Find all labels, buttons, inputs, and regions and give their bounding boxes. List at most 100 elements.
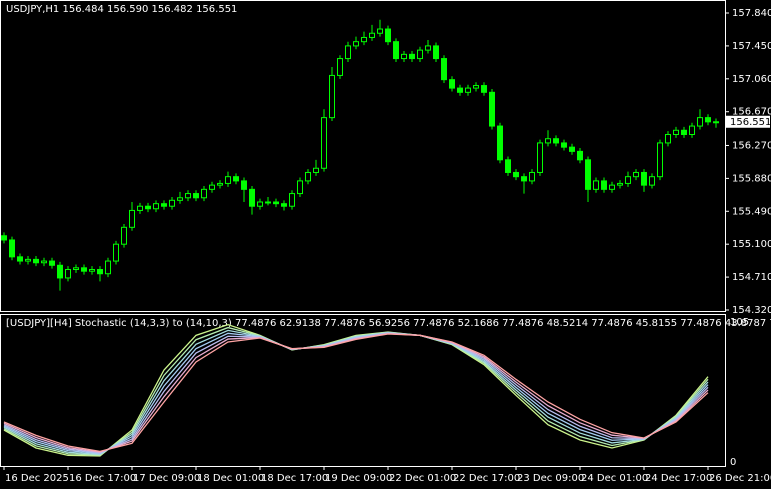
y-tick-label: 105 (730, 317, 749, 328)
candle-body (529, 171, 535, 182)
candle-body (521, 176, 527, 182)
x-tick-label: 22 Dec 01:00 (389, 473, 456, 484)
y-tick-label: 156.670 (732, 107, 771, 118)
candle-body (713, 121, 719, 124)
stochastic-line (3, 326, 709, 456)
y-tick-label: 155.100 (732, 239, 771, 250)
candle-body (337, 58, 343, 76)
candle-body (577, 150, 583, 161)
candle-body (41, 260, 47, 264)
y-tick-label: 156.270 (732, 140, 771, 151)
y-tick-label: 154.710 (732, 272, 771, 283)
candle-body (177, 197, 183, 201)
candle-body (57, 264, 63, 279)
candle-body (193, 193, 199, 199)
x-tick-label: 23 Dec 09:00 (517, 473, 584, 484)
candle-body (185, 193, 191, 199)
candle-body (385, 28, 391, 43)
candle-body (449, 79, 455, 89)
last-price-label: 156.551 (730, 117, 771, 128)
candle-body (433, 45, 439, 60)
candle-body (705, 117, 711, 123)
candle-body (305, 171, 311, 182)
candle-body (617, 182, 623, 186)
candle-body (49, 260, 55, 266)
candle-body (33, 258, 39, 264)
x-tick-label: 17 Dec 09:00 (133, 473, 200, 484)
candle-body (641, 171, 647, 186)
stochastic-line (3, 333, 709, 452)
candle-body (457, 87, 463, 93)
candle-body (497, 125, 503, 161)
x-tick-label: 19 Dec 09:00 (325, 473, 392, 484)
indicator-title: [USDJPY][H4] Stochastic (14,3,3) to (14,… (6, 318, 771, 329)
candle-body (649, 176, 655, 186)
candle-body (89, 269, 95, 272)
candle-body (633, 171, 639, 178)
candle-body (489, 91, 495, 127)
candle-body (465, 87, 471, 93)
candle-body (281, 203, 287, 207)
candle-body (249, 188, 255, 207)
candle-body (673, 129, 679, 135)
candle-body (689, 125, 695, 135)
candle-body (569, 146, 575, 152)
candle-body (393, 41, 399, 60)
last-price-box (726, 115, 770, 128)
stochastic-line (3, 323, 709, 457)
x-tick-label: 22 Dec 17:00 (453, 473, 520, 484)
candle-body (1, 235, 7, 241)
y-tick-label: 155.880 (732, 173, 771, 184)
candle-body (121, 226, 127, 245)
candle-body (609, 184, 615, 190)
stochastic-line (3, 332, 709, 453)
y-tick-label: 157.060 (732, 74, 771, 85)
x-tick-label: 16 Dec 17:00 (69, 473, 136, 484)
candle-body (321, 117, 327, 169)
candle-body (657, 142, 663, 178)
x-tick-label: 26 Dec 21:00 (709, 473, 771, 484)
candle-body (265, 201, 271, 204)
candle-body (561, 142, 567, 148)
candle-body (409, 53, 415, 60)
candle-body (209, 184, 215, 190)
candle-body (481, 85, 487, 93)
candle-body (113, 243, 119, 262)
candle-body (625, 176, 631, 184)
candle-body (289, 193, 295, 207)
candle-body (81, 267, 87, 272)
candle-body (353, 41, 359, 47)
x-tick-label: 16 Dec 2025 (5, 473, 69, 484)
candle-body (601, 180, 607, 190)
x-tick-label: 18 Dec 01:00 (197, 473, 264, 484)
candle-body (65, 269, 71, 279)
candle-body (9, 239, 15, 258)
candle-body (401, 53, 407, 60)
candle-body (17, 256, 23, 262)
candle-body (425, 45, 431, 51)
candle-body (257, 201, 263, 207)
candle-body (553, 138, 559, 144)
candle-body (297, 180, 303, 195)
candle-body (273, 201, 279, 205)
x-tick-label: 18 Dec 17:00 (261, 473, 328, 484)
candle-body (593, 180, 599, 190)
x-tick-label: 24 Dec 01:00 (581, 473, 648, 484)
candle-body (513, 171, 519, 178)
candle-body (137, 205, 143, 211)
candle-body (361, 36, 367, 43)
candle-body (145, 205, 151, 210)
candle-body (25, 258, 31, 262)
stochastic-line (3, 332, 709, 455)
candle-body (313, 167, 319, 173)
candle-body (681, 129, 687, 135)
candle-body (545, 138, 551, 144)
candle-body (417, 49, 423, 60)
main-frame (0, 0, 726, 312)
stochastic-line (3, 329, 709, 456)
candle-body (241, 180, 247, 190)
candle-body (585, 159, 591, 190)
candle-body (345, 45, 351, 60)
candle-body (97, 269, 103, 275)
